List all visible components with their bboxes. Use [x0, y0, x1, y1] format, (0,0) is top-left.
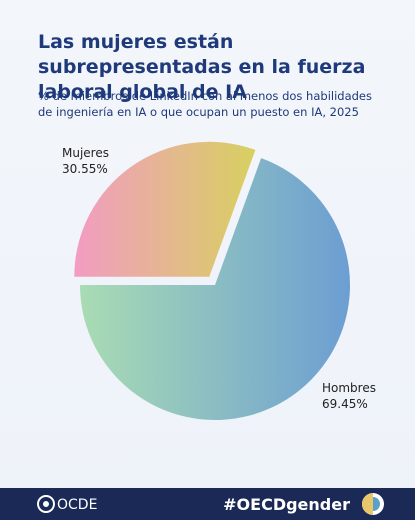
pie-slice: [74, 141, 256, 277]
footer-graphics: OCDE #OECDgender: [37, 493, 384, 515]
gender-icon: [362, 493, 373, 515]
logo-text: OCDE: [57, 497, 97, 513]
gender-icon: [373, 497, 380, 511]
chart: Mujeres 30.55% Hombres 69.45%: [62, 141, 376, 420]
pie-slice: [80, 158, 350, 420]
chart-subtitle: % de miembros de LinkedIn con al menos d…: [38, 89, 372, 119]
logo-icon: [37, 495, 55, 513]
slice-value-label: 69.45%: [322, 397, 368, 411]
slice-value-label: 30.55%: [62, 162, 108, 176]
logo-icon: [43, 501, 49, 507]
slice-label: Mujeres: [62, 146, 109, 160]
slice-label: Hombres: [322, 381, 376, 395]
footer: OCDE #OECDgender: [0, 488, 415, 520]
chart-title: Las mujeres están subrepresentadas en la…: [38, 31, 366, 103]
hashtag: #OECDgender: [223, 495, 350, 514]
